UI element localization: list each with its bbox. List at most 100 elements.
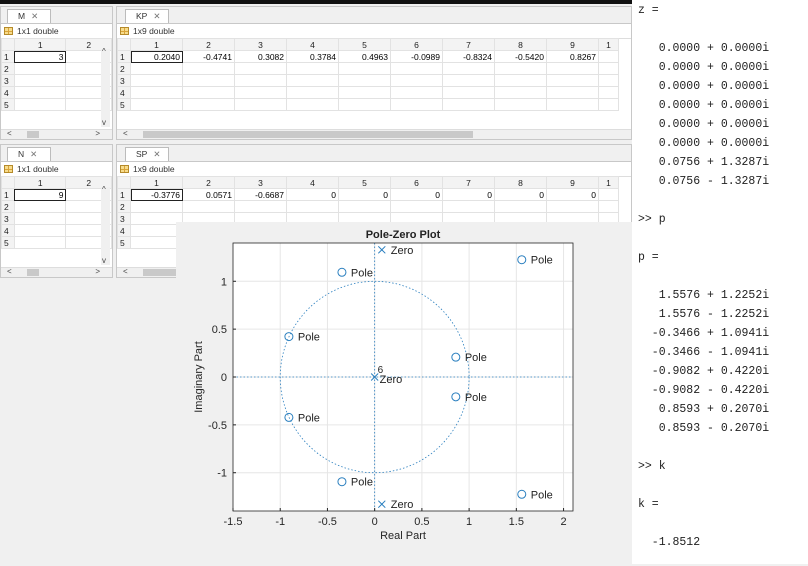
grid-cell[interactable]: [130, 200, 183, 213]
column-header[interactable]: 1: [13, 176, 67, 189]
grid-cell[interactable]: [65, 98, 112, 111]
grid-cell[interactable]: [234, 62, 287, 75]
row-header[interactable]: 1: [1, 188, 15, 201]
grid-cell[interactable]: 0.0571: [182, 188, 235, 201]
grid-cell[interactable]: -0.3776: [130, 188, 183, 201]
scroll-left-icon[interactable]: <: [7, 129, 12, 138]
grid-cell[interactable]: [546, 86, 599, 99]
column-header[interactable]: 5: [338, 176, 391, 189]
column-header[interactable]: 7: [442, 176, 495, 189]
grid-cell[interactable]: [546, 98, 599, 111]
row-header[interactable]: 2: [1, 200, 15, 213]
column-header[interactable]: 9: [546, 176, 599, 189]
row-header[interactable]: 4: [1, 86, 15, 99]
column-header[interactable]: 8: [494, 176, 547, 189]
tab-sp[interactable]: SP ✕: [125, 147, 169, 161]
grid-cell[interactable]: [390, 98, 443, 111]
grid-cell[interactable]: [442, 86, 495, 99]
row-header[interactable]: 3: [1, 74, 15, 87]
grid-cell[interactable]: 0.2040: [130, 50, 183, 63]
row-header[interactable]: 1: [117, 50, 131, 63]
grid-cell[interactable]: 0.3082: [234, 50, 287, 63]
grid-cell[interactable]: [130, 98, 183, 111]
grid-cell[interactable]: [182, 62, 235, 75]
column-header[interactable]: 8: [494, 38, 547, 51]
close-icon[interactable]: ✕: [31, 11, 39, 21]
grid-cell[interactable]: [130, 62, 183, 75]
column-header[interactable]: 4: [286, 38, 339, 51]
column-header[interactable]: 9: [546, 38, 599, 51]
scroll-up-icon[interactable]: ^: [102, 47, 106, 56]
grid-cell[interactable]: -0.0989: [390, 50, 443, 63]
grid-cell[interactable]: [442, 98, 495, 111]
scroll-left-icon[interactable]: <: [7, 267, 12, 276]
column-header[interactable]: 4: [286, 176, 339, 189]
grid-cell[interactable]: [546, 62, 599, 75]
tab-m[interactable]: M ✕: [7, 9, 51, 23]
column-header[interactable]: 2: [182, 176, 235, 189]
grid-cell[interactable]: 3: [13, 50, 67, 63]
grid-cell[interactable]: 0: [338, 188, 391, 201]
grid-cell[interactable]: [598, 62, 619, 75]
scroll-right-icon[interactable]: >: [95, 267, 100, 276]
grid-cell[interactable]: [494, 74, 547, 87]
scroll-down-icon[interactable]: v: [102, 118, 106, 127]
grid-cell[interactable]: [442, 200, 495, 213]
grid-cell[interactable]: [546, 74, 599, 87]
row-header[interactable]: 2: [117, 62, 131, 75]
column-header[interactable]: 6: [390, 176, 443, 189]
grid-cell[interactable]: [234, 74, 287, 87]
grid-cell[interactable]: [546, 200, 599, 213]
close-icon[interactable]: ✕: [153, 11, 161, 21]
grid-cell[interactable]: [598, 74, 619, 87]
grid-cell[interactable]: -0.8324: [442, 50, 495, 63]
horizontal-scrollbar[interactable]: < >: [1, 267, 112, 277]
grid-cell[interactable]: [338, 62, 391, 75]
row-header[interactable]: 5: [117, 236, 131, 249]
variable-editor-m[interactable]: M ✕ 1x1 double 1 2 1 3 2 3 4 5 ^ v < >: [0, 6, 113, 140]
grid-cell[interactable]: 0: [494, 188, 547, 201]
grid-cell[interactable]: [13, 74, 67, 87]
grid-cell[interactable]: [390, 86, 443, 99]
row-header[interactable]: 4: [117, 224, 131, 237]
column-header[interactable]: 1: [13, 38, 67, 51]
grid-cell[interactable]: [13, 224, 67, 237]
grid-cell[interactable]: [598, 98, 619, 111]
grid-cell[interactable]: 0: [442, 188, 495, 201]
grid-cell[interactable]: [182, 98, 235, 111]
row-header[interactable]: 5: [1, 236, 15, 249]
grid-cell[interactable]: [65, 236, 112, 249]
grid-cell[interactable]: -0.6687: [234, 188, 287, 201]
grid-cell[interactable]: [390, 200, 443, 213]
grid-cell[interactable]: 0: [546, 188, 599, 201]
grid-cell[interactable]: -0.5420: [494, 50, 547, 63]
grid-cell[interactable]: [286, 98, 339, 111]
grid-cell[interactable]: [130, 224, 183, 237]
scroll-left-icon[interactable]: <: [123, 267, 128, 276]
grid-cell[interactable]: [598, 200, 619, 213]
grid-cell[interactable]: [598, 188, 619, 201]
grid-cell[interactable]: 0.8267: [546, 50, 599, 63]
grid-cell[interactable]: [13, 62, 67, 75]
row-header[interactable]: 2: [1, 62, 15, 75]
grid-cell[interactable]: [286, 200, 339, 213]
grid-cell[interactable]: [494, 200, 547, 213]
scroll-right-icon[interactable]: >: [95, 129, 100, 138]
grid-cell[interactable]: [182, 200, 235, 213]
vertical-scrollbar[interactable]: ^ v: [101, 185, 110, 265]
grid-cell[interactable]: [13, 236, 67, 249]
grid-cell[interactable]: [598, 86, 619, 99]
grid-cell[interactable]: [338, 98, 391, 111]
grid-cell[interactable]: [598, 50, 619, 63]
column-header[interactable]: 5: [338, 38, 391, 51]
horizontal-scrollbar[interactable]: < >: [1, 129, 112, 139]
variable-editor-kp[interactable]: KP ✕ 1x9 double 1 2 3 4 5 6 7 8 9 1 1 0.2040 -0.4741 0.…: [116, 6, 632, 140]
row-header[interactable]: 1: [117, 188, 131, 201]
grid-cell[interactable]: [234, 98, 287, 111]
grid-cell[interactable]: [442, 74, 495, 87]
variable-editor-n[interactable]: N ✕ 1x1 double 1 2 1 9 2 3 4 5 ^ v < >: [0, 144, 113, 278]
data-grid[interactable]: 1 2 3 4 5 6 7 8 9 1 1 0.2040 -0.4741 0.3082 0.3784 0.49…: [117, 38, 619, 111]
grid-cell[interactable]: [442, 62, 495, 75]
grid-cell[interactable]: [13, 98, 67, 111]
grid-cell[interactable]: [130, 236, 183, 249]
